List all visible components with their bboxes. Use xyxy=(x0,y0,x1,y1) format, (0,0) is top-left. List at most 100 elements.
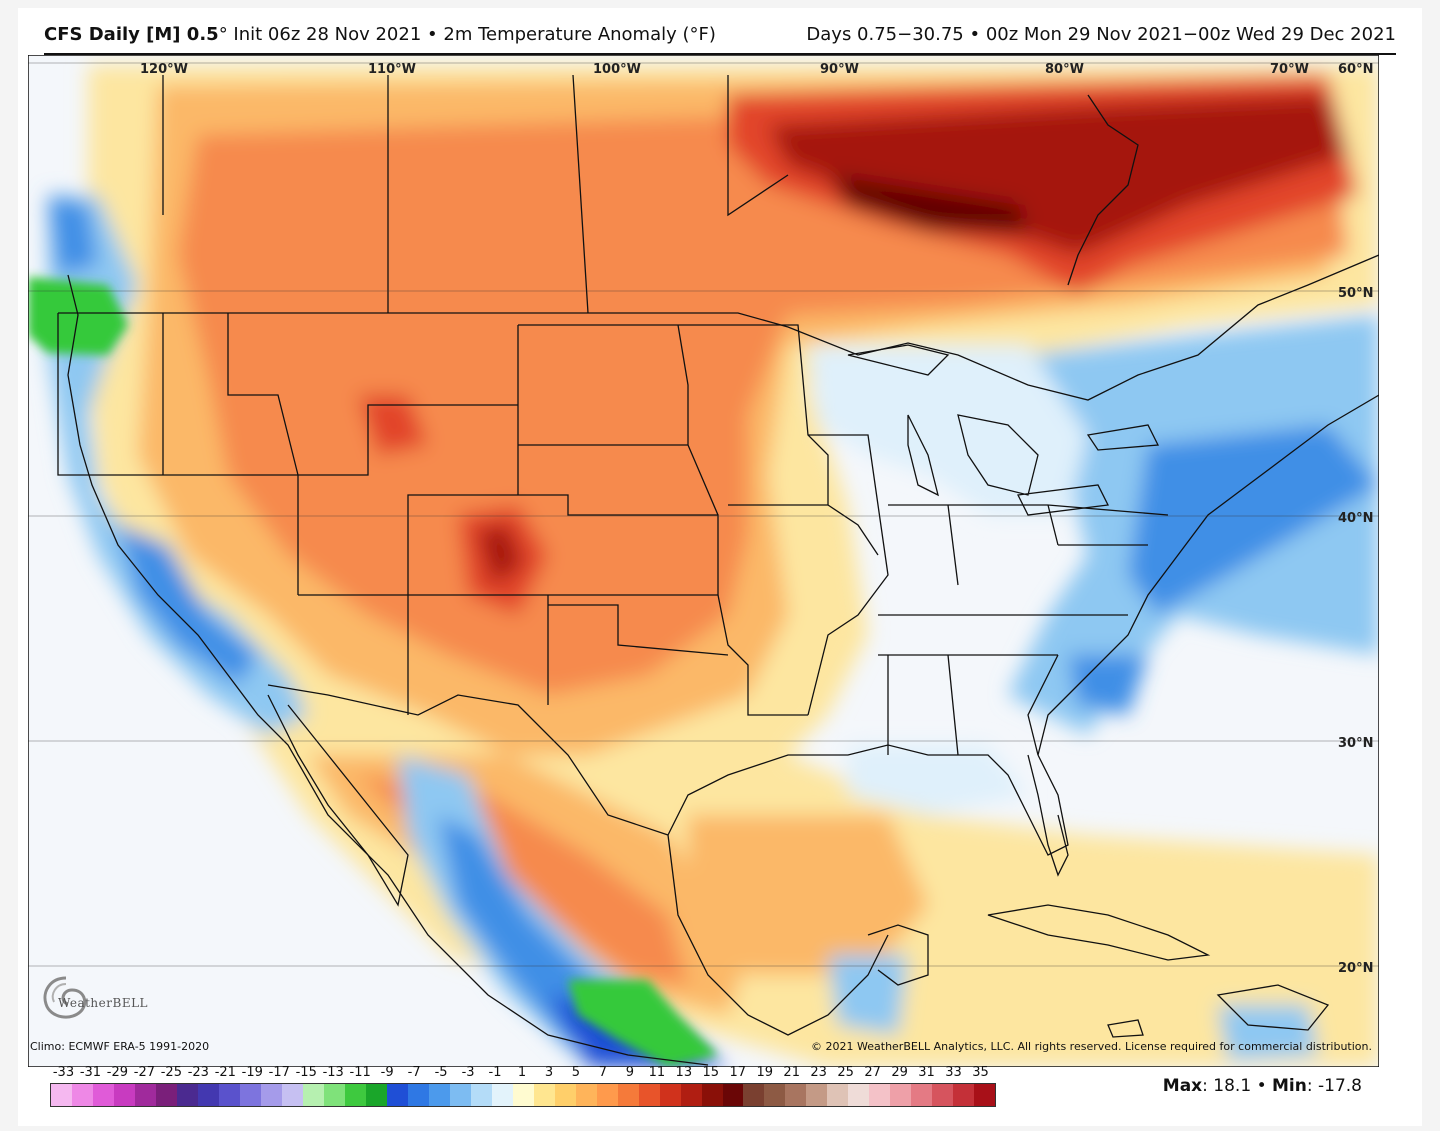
scale-swatch xyxy=(92,1084,114,1106)
scale-swatch xyxy=(911,1084,933,1106)
mexico-gulf-coast xyxy=(667,834,889,1036)
copyright: © 2021 WeatherBELL Analytics, LLC. All r… xyxy=(811,1040,1372,1053)
scale-swatch xyxy=(764,1084,786,1106)
scale-swatch xyxy=(134,1084,156,1106)
logo-text: WeatherBELL xyxy=(58,996,149,1010)
scale-swatch xyxy=(260,1084,282,1106)
scale-label: 21 xyxy=(783,1065,800,1080)
scale-label: -21 xyxy=(214,1065,236,1080)
scale-label: 31 xyxy=(918,1065,935,1080)
model-name: CFS Daily [M] 0.5 xyxy=(44,24,219,45)
lon-label: 60°N xyxy=(1338,62,1373,77)
scale-swatch xyxy=(491,1084,513,1106)
green-mexico xyxy=(568,980,718,1067)
scale-swatch xyxy=(533,1084,555,1106)
scale-swatch xyxy=(701,1084,723,1106)
max-min: Max: 18.1 • Min: -17.8 xyxy=(1162,1076,1362,1096)
scale-swatch xyxy=(449,1084,471,1106)
florida xyxy=(1027,754,1069,877)
scale-swatch xyxy=(953,1084,975,1106)
continental-divide-states xyxy=(162,74,789,314)
scale-label: 15 xyxy=(702,1065,720,1080)
scale-swatch xyxy=(113,1084,135,1106)
lon-label: 90°W xyxy=(820,62,859,77)
separator: • xyxy=(427,24,438,45)
east-coast xyxy=(1037,394,1379,756)
borders xyxy=(57,74,1379,1066)
scale-swatch xyxy=(806,1084,828,1106)
scale-label: 11 xyxy=(648,1065,666,1080)
scale-label: 35 xyxy=(972,1065,989,1080)
lon-label: 70°W xyxy=(1270,62,1309,77)
west-coast xyxy=(67,274,709,1066)
min-value: -17.8 xyxy=(1318,1076,1362,1096)
scale-label: -5 xyxy=(434,1065,448,1080)
header-rule xyxy=(44,53,1396,55)
cold-carolinas xyxy=(1068,655,1148,715)
scale-swatch xyxy=(428,1084,450,1106)
scale-swatch xyxy=(365,1084,387,1106)
scale-swatch xyxy=(512,1084,534,1106)
hot-montana xyxy=(358,395,428,455)
scale-swatch xyxy=(743,1084,765,1106)
lon-label: 120°W xyxy=(140,62,188,77)
variable-name: 2m Temperature Anomaly (°F) xyxy=(443,24,716,45)
cool-hispaniola xyxy=(1218,1005,1318,1060)
scale-label: 1 xyxy=(517,1065,527,1080)
cold-westcoast xyxy=(118,525,258,685)
color-scale xyxy=(50,1083,996,1107)
graticule xyxy=(28,62,1379,967)
scale-swatch xyxy=(617,1084,639,1106)
us-canada-border xyxy=(58,254,1379,401)
baja-california xyxy=(267,694,409,907)
very-hot-colorado xyxy=(478,525,523,585)
lat-label: 20°N xyxy=(1338,961,1373,976)
scale-label: 27 xyxy=(864,1065,881,1080)
hudson-bay xyxy=(1067,94,1139,286)
scale-label: -23 xyxy=(187,1065,209,1080)
cuba xyxy=(987,904,1211,961)
scale-swatch xyxy=(176,1084,198,1106)
scale-swatch xyxy=(302,1084,324,1106)
scale-label: -1 xyxy=(488,1065,502,1080)
swirl-icon xyxy=(43,976,87,1019)
cool-gulf-coast xyxy=(848,745,1028,815)
separator: • xyxy=(969,24,981,45)
valid-range: 00z Mon 29 Nov 2021−00z Wed 29 Dec 2021 xyxy=(985,24,1396,45)
scale-label: 29 xyxy=(891,1065,908,1080)
scale-swatch xyxy=(596,1084,618,1106)
lon-labels: 120°W 110°W 100°W 90°W 80°W 70°W 60°N xyxy=(140,62,1373,77)
great-lakes xyxy=(847,344,1160,516)
page: CFS Daily [M] 0.5° Init 06z 28 Nov 2021 … xyxy=(18,8,1422,1126)
lat-labels: 50°N 40°N 30°N 20°N xyxy=(1338,286,1373,976)
scale-swatch xyxy=(785,1084,807,1106)
scale-label: 17 xyxy=(729,1065,747,1080)
header-right: Days 0.75−30.75 • 00z Mon 29 Nov 2021−00… xyxy=(806,24,1396,45)
scale-swatch xyxy=(890,1084,912,1106)
cool-central-america xyxy=(828,955,908,1035)
cold-bc xyxy=(48,195,98,275)
lat-label: 50°N xyxy=(1338,286,1373,301)
scale-label: -7 xyxy=(407,1065,421,1080)
jamaica xyxy=(1107,1019,1144,1038)
separator: • xyxy=(1256,1076,1267,1096)
degree-mark: ° xyxy=(218,24,228,45)
scale-swatch xyxy=(680,1084,702,1106)
scale-swatch xyxy=(281,1084,303,1106)
scale-label: -3 xyxy=(461,1065,475,1080)
scale-label: 25 xyxy=(837,1065,854,1080)
scale-label: -29 xyxy=(106,1065,129,1080)
hispaniola xyxy=(1216,984,1330,1031)
min-label: Min xyxy=(1272,1076,1307,1096)
lon-label: 80°W xyxy=(1045,62,1084,77)
scale-label: 13 xyxy=(675,1065,693,1080)
weatherbell-logo: WeatherBELL xyxy=(36,970,156,1030)
scale-swatch xyxy=(51,1084,72,1106)
anomaly-map: 120°W 110°W 100°W 90°W 80°W 70°W 60°N 50… xyxy=(28,55,1379,1067)
scale-label: -9 xyxy=(380,1065,394,1080)
cool-mexico-west xyxy=(398,755,728,1067)
lon-label: 100°W xyxy=(593,62,641,77)
scale-swatch xyxy=(554,1084,576,1106)
scale-swatch xyxy=(848,1084,870,1106)
scale-label: 3 xyxy=(544,1065,554,1080)
